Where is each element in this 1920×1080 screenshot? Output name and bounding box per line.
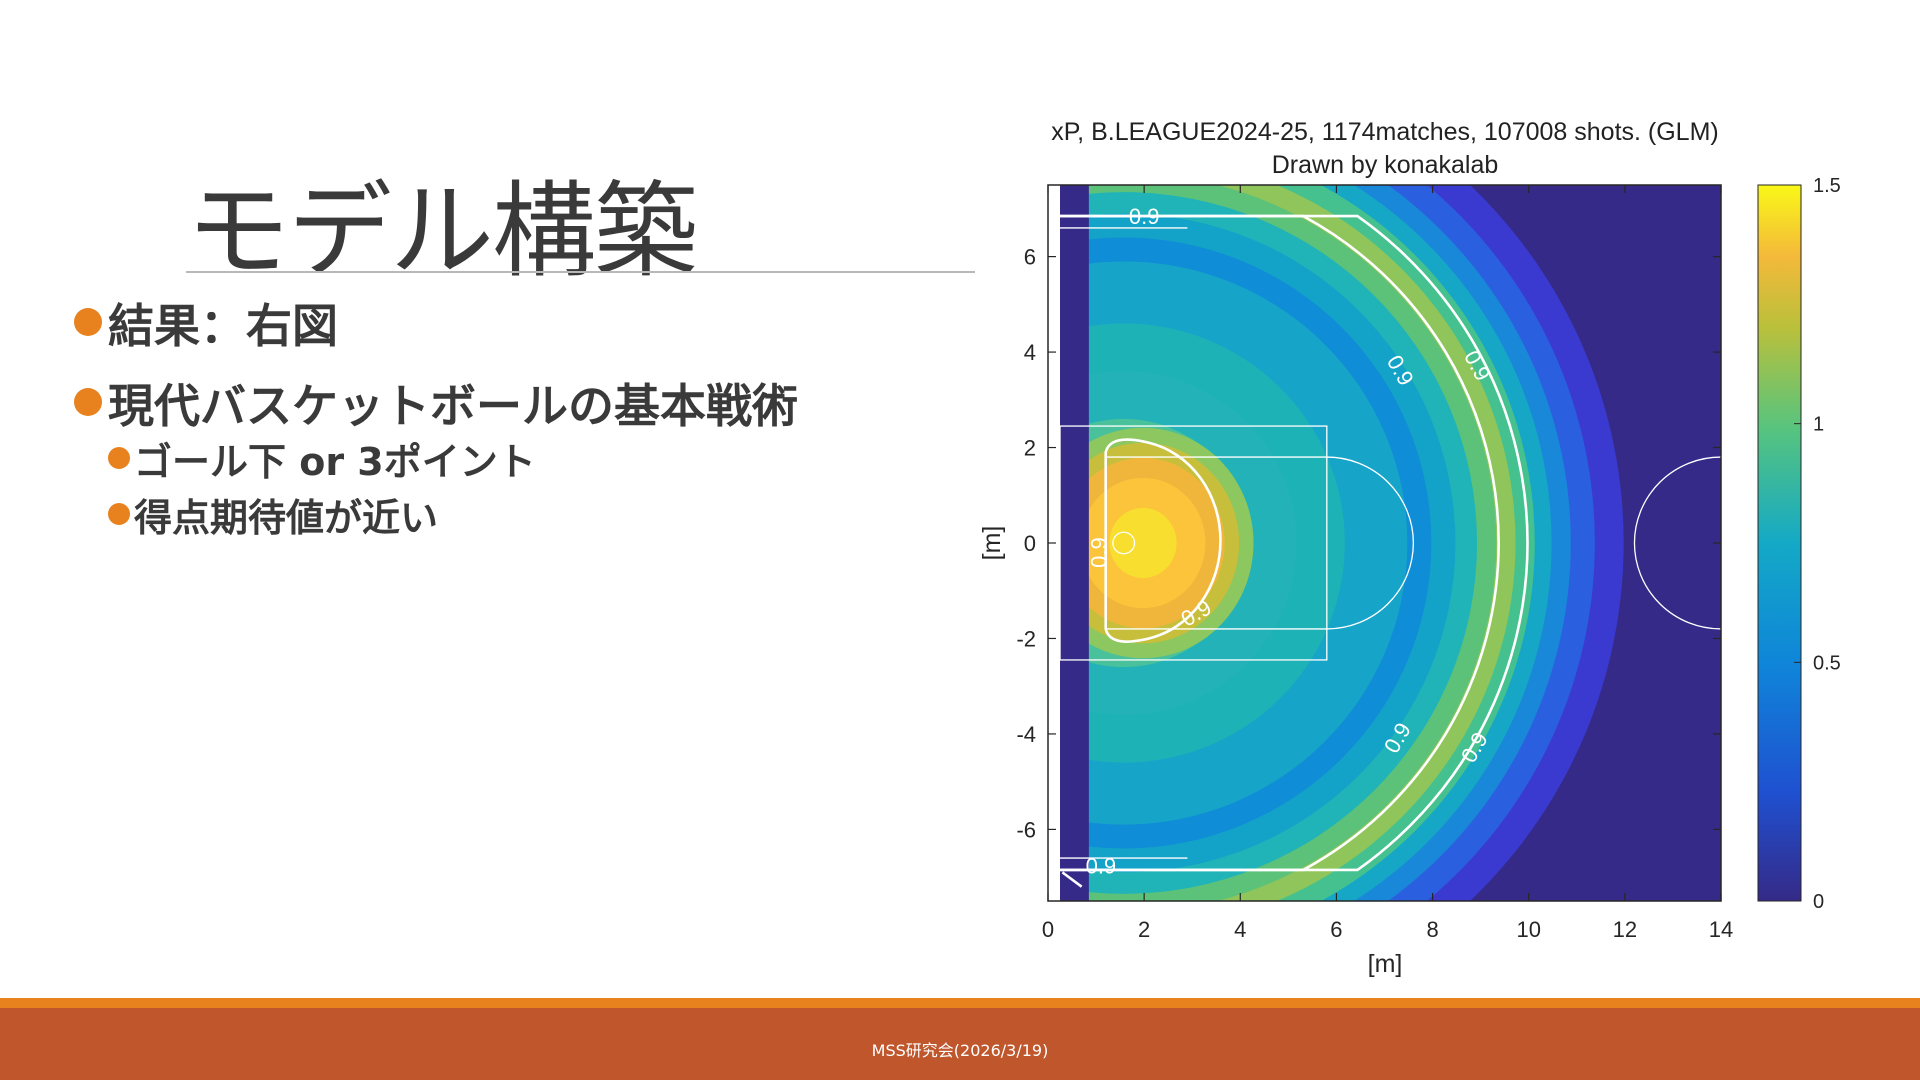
bullet-dot-icon bbox=[74, 308, 102, 336]
bullet-item: 結果：右図 bbox=[74, 290, 338, 356]
x-tick-label: 2 bbox=[1138, 917, 1150, 942]
heatmap-baseline-band bbox=[1060, 185, 1089, 901]
x-axis: 0 2 4 6 8 10 12 14 bbox=[1042, 185, 1733, 942]
bullet-dot-icon bbox=[74, 388, 102, 416]
footer-band bbox=[0, 1008, 1920, 1080]
footer-text: MSS研究会(2026/3/19) bbox=[871, 1041, 1049, 1060]
x-tick-label: 14 bbox=[1709, 917, 1733, 942]
xp-heatmap-chart: xP, B.LEAGUE2024-25, 1174matches, 107008… bbox=[978, 118, 1841, 978]
colorbar-tick-label: 0 bbox=[1813, 891, 1824, 913]
contour-label: 0.9 bbox=[1087, 537, 1112, 568]
y-tick-label: -2 bbox=[1016, 626, 1036, 651]
y-tick-label: 2 bbox=[1024, 436, 1036, 461]
court-lines bbox=[1059, 227, 1721, 859]
contour-label: 0.9 bbox=[1086, 853, 1117, 878]
y-tick-label: -6 bbox=[1016, 817, 1036, 842]
center-circle-line bbox=[1633, 456, 1721, 630]
free-throw-arc bbox=[1326, 456, 1414, 630]
chart-title: xP, B.LEAGUE2024-25, 1174matches, 107008… bbox=[1051, 118, 1719, 146]
contour-line bbox=[1104, 438, 1222, 643]
y-axis: -6 -4 -2 0 2 4 6 bbox=[1016, 245, 1721, 842]
footer-accent-strip bbox=[0, 998, 1920, 1008]
paint-area-line bbox=[1059, 425, 1328, 661]
contour-line bbox=[1061, 871, 1083, 888]
bullet-text: 現代バスケットボールの基本戦術 bbox=[108, 379, 798, 433]
hoop-circle bbox=[1112, 531, 1136, 555]
sub-bullet-item: ゴール下 or 3ポイント bbox=[108, 431, 536, 486]
colorbar-tick-label: 1.5 bbox=[1813, 175, 1841, 197]
bullet-dot-icon bbox=[108, 447, 130, 469]
contour-line bbox=[1060, 214, 1529, 872]
x-tick-label: 10 bbox=[1516, 917, 1540, 942]
colorbar bbox=[1757, 184, 1802, 902]
colorbar-tick-label: 0.5 bbox=[1813, 652, 1841, 674]
contour-line bbox=[1060, 214, 1500, 872]
y-tick-label: -4 bbox=[1016, 722, 1036, 747]
bullet-text: 得点期待値が近い bbox=[134, 496, 439, 540]
x-tick-label: 4 bbox=[1234, 917, 1246, 942]
y-tick-label: 6 bbox=[1024, 245, 1036, 270]
x-tick-label: 0 bbox=[1042, 917, 1054, 942]
bullet-text: ゴール下 or 3ポイント bbox=[134, 440, 536, 484]
x-axis-label: [m] bbox=[1368, 950, 1403, 978]
bullet-text: 結果：右図 bbox=[108, 299, 338, 353]
x-tick-label: 6 bbox=[1330, 917, 1342, 942]
y-tick-label: 0 bbox=[1024, 531, 1036, 556]
y-axis-label: [m] bbox=[978, 526, 1006, 561]
y-tick-label: 4 bbox=[1024, 340, 1036, 365]
chart-subtitle: Drawn by konakalab bbox=[1272, 151, 1499, 179]
contour-lines bbox=[1060, 214, 1529, 888]
contour-label: 0.9 bbox=[1129, 204, 1160, 229]
sub-bullet-item: 得点期待値が近い bbox=[108, 487, 439, 542]
colorbar-ticks: 0 0.5 1 1.5 bbox=[1794, 175, 1841, 913]
bullet-item: 現代バスケットボールの基本戦術 bbox=[74, 370, 798, 436]
x-tick-label: 12 bbox=[1613, 917, 1637, 942]
colorbar-tick-label: 1 bbox=[1813, 414, 1824, 436]
heatmap-hotspot bbox=[1109, 507, 1177, 579]
x-tick-label: 8 bbox=[1426, 917, 1438, 942]
bullet-dot-icon bbox=[108, 503, 130, 525]
restricted-lines bbox=[1105, 456, 1327, 630]
title-divider bbox=[186, 271, 975, 273]
heatmap-field bbox=[1048, 185, 1721, 901]
